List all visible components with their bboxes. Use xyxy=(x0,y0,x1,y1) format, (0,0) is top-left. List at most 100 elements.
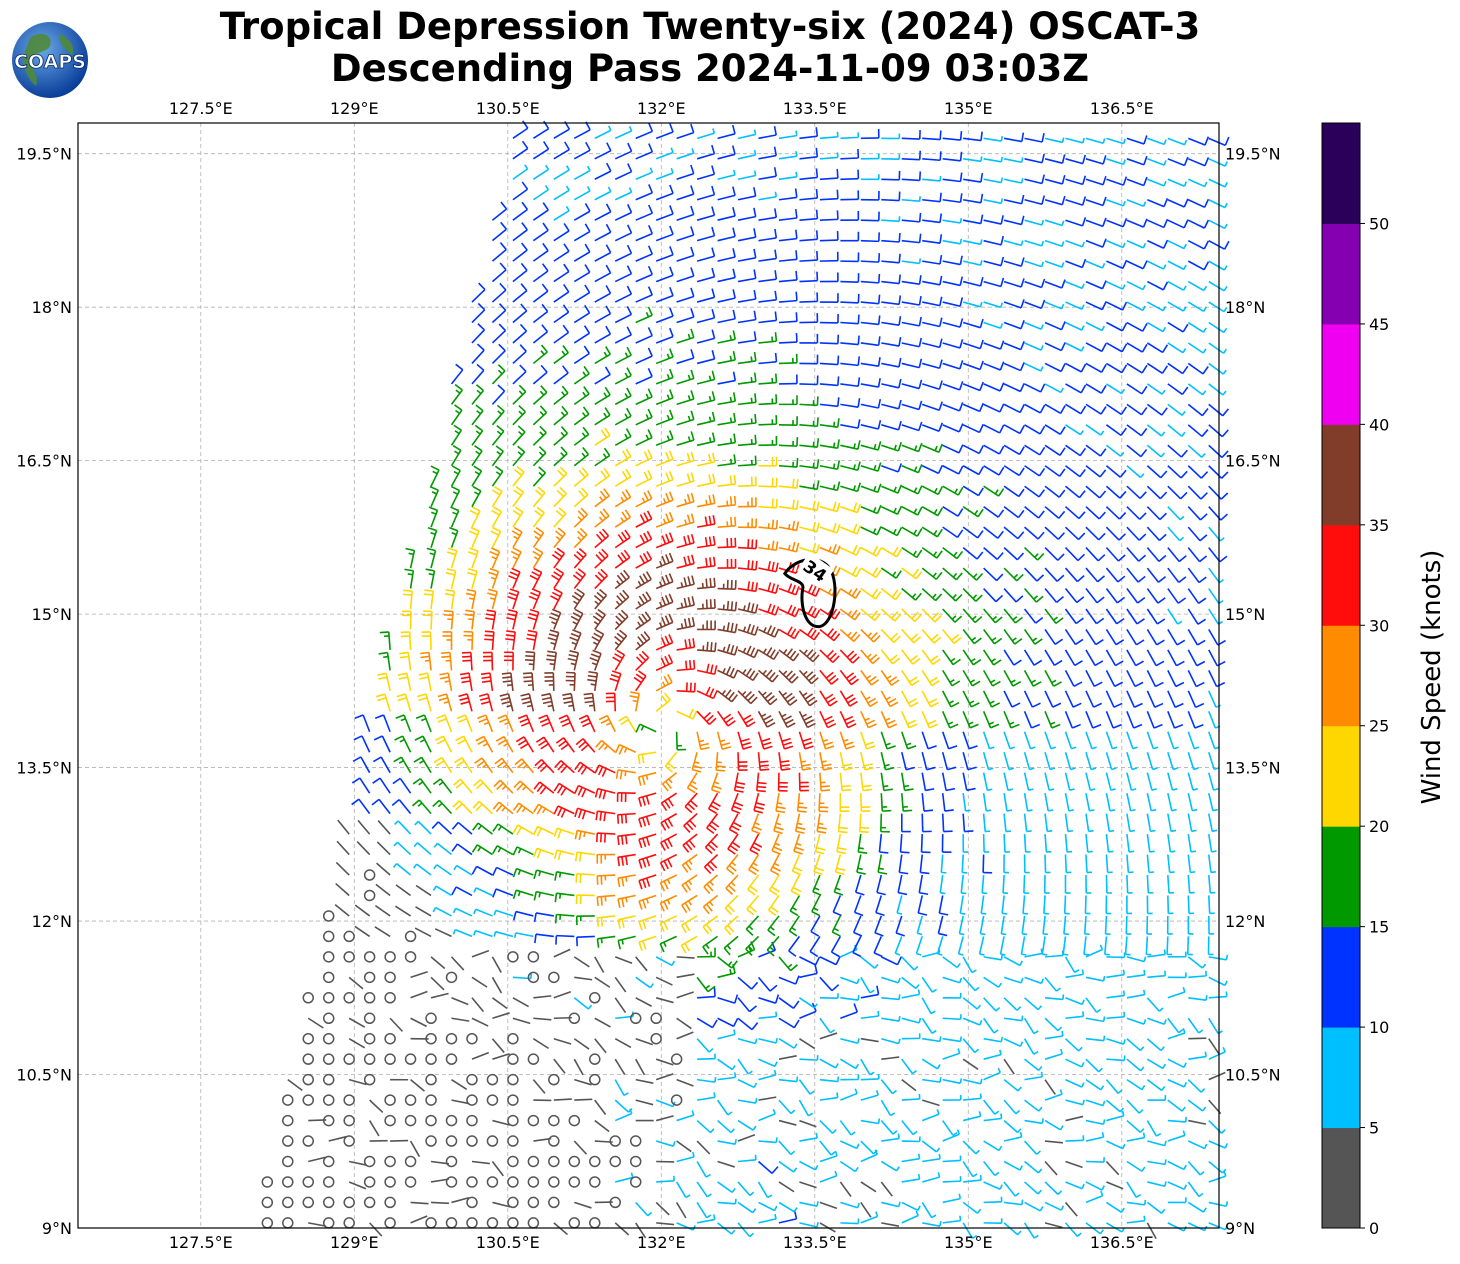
wind-barb xyxy=(440,651,453,671)
wind-barb xyxy=(471,485,482,508)
wind-barb xyxy=(372,756,391,774)
wind-barb xyxy=(433,842,453,856)
wind-barb xyxy=(573,1140,588,1155)
wind-barb xyxy=(471,997,485,1013)
wind-barb xyxy=(799,1201,819,1207)
wind-barb xyxy=(1126,792,1136,812)
wind-barb xyxy=(758,519,779,530)
wind-barb xyxy=(635,1078,654,1084)
wind-barb xyxy=(1065,301,1085,310)
wind-barb xyxy=(655,532,674,549)
wind-barb xyxy=(1065,175,1087,186)
wind-barb xyxy=(1146,895,1153,915)
wind-barb xyxy=(1146,321,1167,333)
wind-barb xyxy=(1003,299,1025,309)
wind-barb xyxy=(511,526,523,549)
wind-barb xyxy=(839,1058,860,1070)
wind-barb xyxy=(425,1114,437,1127)
wind-barb xyxy=(702,894,719,915)
wind-barb xyxy=(717,994,739,1004)
wind-barb xyxy=(922,213,943,224)
wind-barb xyxy=(1003,215,1025,226)
wind-barb xyxy=(1021,915,1028,936)
wind-barb xyxy=(348,1038,366,1049)
wind-barb xyxy=(1085,670,1103,688)
wind-barb xyxy=(394,735,412,753)
wind-barb xyxy=(1167,1222,1187,1232)
wind-barb xyxy=(901,628,922,644)
wind-barb xyxy=(548,1114,560,1127)
wind-barb xyxy=(681,853,698,873)
wind-barb xyxy=(507,1032,519,1045)
wind-barb xyxy=(1207,915,1215,935)
wind-barb xyxy=(655,246,674,262)
wind-barb xyxy=(1044,279,1066,289)
wind-barb xyxy=(282,1114,294,1127)
wind-barb xyxy=(921,546,943,559)
wind-barb xyxy=(322,1012,335,1025)
wind-barb xyxy=(921,401,943,411)
wind-barb xyxy=(507,951,519,963)
wind-barb xyxy=(495,735,514,753)
wind-barb xyxy=(1065,1160,1083,1169)
wind-barb xyxy=(659,853,678,872)
wind-barb xyxy=(1064,834,1073,853)
wind-barb xyxy=(1044,1079,1056,1095)
wind-barb xyxy=(957,936,964,956)
wind-barb xyxy=(1147,178,1167,187)
wind-barb xyxy=(881,274,901,285)
wind-barb xyxy=(614,387,632,406)
wind-barb xyxy=(881,253,901,264)
wind-barb xyxy=(901,275,922,285)
wind-barb xyxy=(1064,1038,1083,1052)
wind-barb xyxy=(529,567,543,589)
wind-barb xyxy=(526,629,538,651)
wind-barb xyxy=(737,1154,757,1163)
wind-barb xyxy=(819,752,833,771)
wind-barb xyxy=(901,1058,918,1075)
wind-barb xyxy=(568,1114,581,1127)
wind-barb xyxy=(492,1052,510,1060)
wind-barb xyxy=(512,889,534,900)
wind-barb xyxy=(541,692,555,712)
wind-map: 34 127.5°E127.5°E129°E129°E130.5°E130.5°… xyxy=(16,99,1280,1252)
wind-barb xyxy=(363,889,376,902)
wind-barb xyxy=(1187,280,1208,292)
wind-barb xyxy=(839,1160,859,1173)
wind-barb xyxy=(376,693,391,712)
wind-barb xyxy=(757,690,778,706)
wind-barb xyxy=(454,757,473,774)
wind-barb xyxy=(963,1174,982,1183)
wind-barb xyxy=(1105,567,1126,583)
wind-barb xyxy=(819,1201,838,1210)
wind-barb xyxy=(1126,567,1146,583)
wind-barb xyxy=(696,515,716,528)
wind-barb xyxy=(322,951,335,963)
wind-barb xyxy=(881,378,902,389)
wind-barb xyxy=(1167,362,1189,375)
wind-barb xyxy=(819,1120,837,1134)
wind-barb xyxy=(1105,1201,1125,1213)
wind-barb xyxy=(982,813,991,833)
wind-barb xyxy=(635,1099,654,1106)
wind-barb xyxy=(746,894,760,916)
wind-barb xyxy=(1105,854,1113,874)
colorbar-tick-label: 30 xyxy=(1369,616,1389,635)
wind-barb xyxy=(655,450,674,467)
wind-barb xyxy=(860,294,881,305)
wind-barb xyxy=(983,277,1005,288)
wind-barb xyxy=(860,399,882,409)
lat-tick-label-left: 18°N xyxy=(32,298,72,317)
wind-barb xyxy=(343,951,355,963)
wind-barb xyxy=(1085,1190,1104,1204)
wind-barb xyxy=(860,1073,880,1081)
wind-barb xyxy=(758,249,778,262)
wind-barb xyxy=(1146,526,1167,542)
wind-barb xyxy=(983,177,1004,184)
wind-barb xyxy=(1003,608,1023,624)
wind-barb xyxy=(1126,301,1146,312)
wind-barb xyxy=(716,731,732,750)
wind-barb xyxy=(799,292,819,303)
wind-barb xyxy=(1187,670,1205,688)
wind-barb xyxy=(1145,936,1152,956)
